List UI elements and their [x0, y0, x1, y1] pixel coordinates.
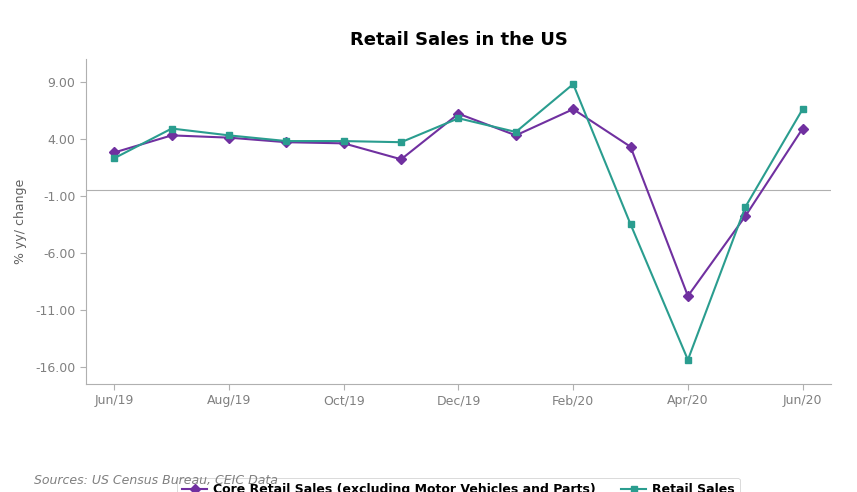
Retail Sales: [568, 81, 578, 87]
Text: Sources: US Census Bureau, CEIC Data: Sources: US Census Bureau, CEIC Data: [34, 474, 279, 487]
Core Retail Sales (excluding Motor Vehicles and Parts): [740, 214, 751, 219]
Retail Sales: [511, 129, 521, 135]
Retail Sales: [626, 221, 636, 227]
Retail Sales: [166, 125, 177, 131]
Core Retail Sales (excluding Motor Vehicles and Parts): [109, 150, 119, 155]
Core Retail Sales (excluding Motor Vehicles and Parts): [683, 293, 693, 299]
Line: Core Retail Sales (excluding Motor Vehicles and Parts): Core Retail Sales (excluding Motor Vehic…: [111, 106, 806, 300]
Y-axis label: % yy/ change: % yy/ change: [14, 179, 27, 264]
Legend: Core Retail Sales (excluding Motor Vehicles and Parts), Retail Sales: Core Retail Sales (excluding Motor Vehic…: [177, 478, 740, 492]
Core Retail Sales (excluding Motor Vehicles and Parts): [453, 111, 464, 117]
Retail Sales: [683, 357, 693, 363]
Retail Sales: [453, 115, 464, 121]
Core Retail Sales (excluding Motor Vehicles and Parts): [511, 132, 521, 138]
Retail Sales: [740, 204, 751, 210]
Title: Retail Sales in the US: Retail Sales in the US: [350, 31, 567, 49]
Core Retail Sales (excluding Motor Vehicles and Parts): [224, 135, 234, 141]
Core Retail Sales (excluding Motor Vehicles and Parts): [568, 106, 578, 112]
Retail Sales: [224, 132, 234, 138]
Core Retail Sales (excluding Motor Vehicles and Parts): [166, 132, 177, 138]
Core Retail Sales (excluding Motor Vehicles and Parts): [626, 144, 636, 150]
Retail Sales: [109, 155, 119, 161]
Core Retail Sales (excluding Motor Vehicles and Parts): [281, 139, 291, 145]
Core Retail Sales (excluding Motor Vehicles and Parts): [396, 156, 406, 162]
Retail Sales: [798, 106, 808, 112]
Retail Sales: [396, 139, 406, 145]
Retail Sales: [339, 138, 349, 144]
Line: Retail Sales: Retail Sales: [111, 81, 806, 363]
Core Retail Sales (excluding Motor Vehicles and Parts): [339, 140, 349, 146]
Retail Sales: [281, 138, 291, 144]
Core Retail Sales (excluding Motor Vehicles and Parts): [798, 125, 808, 131]
